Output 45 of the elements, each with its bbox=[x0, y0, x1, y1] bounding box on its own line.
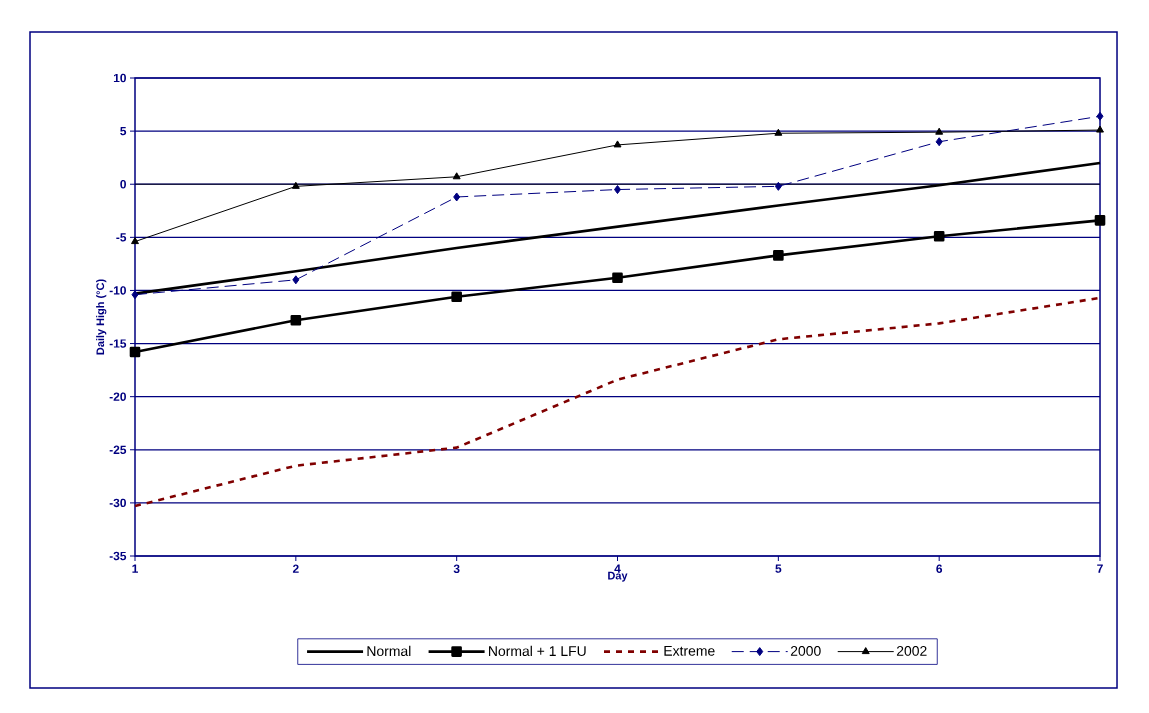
point bbox=[451, 291, 462, 303]
y-tick-label: 10 bbox=[113, 73, 126, 83]
point bbox=[614, 185, 622, 195]
point bbox=[1096, 125, 1104, 133]
point bbox=[773, 250, 784, 261]
y-tick-label: -35 bbox=[109, 551, 127, 561]
point bbox=[131, 237, 139, 245]
point bbox=[612, 272, 623, 283]
point bbox=[129, 346, 141, 358]
point bbox=[613, 140, 622, 148]
point bbox=[452, 172, 461, 180]
y-tick-label: -25 bbox=[109, 445, 127, 454]
point bbox=[291, 181, 300, 189]
point bbox=[131, 290, 139, 300]
y-tick-label: -15 bbox=[109, 339, 127, 348]
x-axis-title: Day bbox=[608, 571, 628, 582]
point bbox=[1094, 215, 1106, 226]
legend-label: Normal + 1 LFU bbox=[489, 645, 586, 657]
point bbox=[933, 230, 945, 242]
point bbox=[935, 137, 943, 147]
point bbox=[774, 128, 783, 136]
x-tick-label: 2 bbox=[292, 564, 299, 573]
x-tick-label: 3 bbox=[453, 564, 460, 574]
x-tick-label: 6 bbox=[936, 564, 943, 573]
point bbox=[774, 181, 782, 191]
x-tick-label: 5 bbox=[775, 564, 782, 573]
y-axis-title: Daily High (°C) bbox=[96, 279, 107, 355]
x-tick-label: 7 bbox=[1097, 564, 1103, 573]
legend-label: Extreme bbox=[664, 646, 715, 656]
legend-label: 2000 bbox=[790, 645, 821, 656]
point bbox=[935, 127, 944, 135]
y-tick-label: 0 bbox=[120, 179, 126, 189]
point bbox=[290, 314, 302, 326]
point bbox=[1096, 111, 1104, 121]
point bbox=[453, 192, 461, 202]
y-tick-label: -10 bbox=[109, 286, 126, 295]
y-tick-label: -5 bbox=[116, 233, 127, 242]
y-tick-label: -20 bbox=[109, 392, 126, 401]
point bbox=[292, 275, 300, 285]
x-tick-label: 1 bbox=[132, 564, 138, 573]
legend-label: Normal bbox=[367, 645, 411, 657]
x-tick-label: 4 bbox=[614, 564, 621, 573]
y-tick-label: -30 bbox=[109, 498, 126, 508]
legend-label: 2002 bbox=[896, 645, 927, 656]
y-tick-label: 5 bbox=[120, 126, 127, 136]
